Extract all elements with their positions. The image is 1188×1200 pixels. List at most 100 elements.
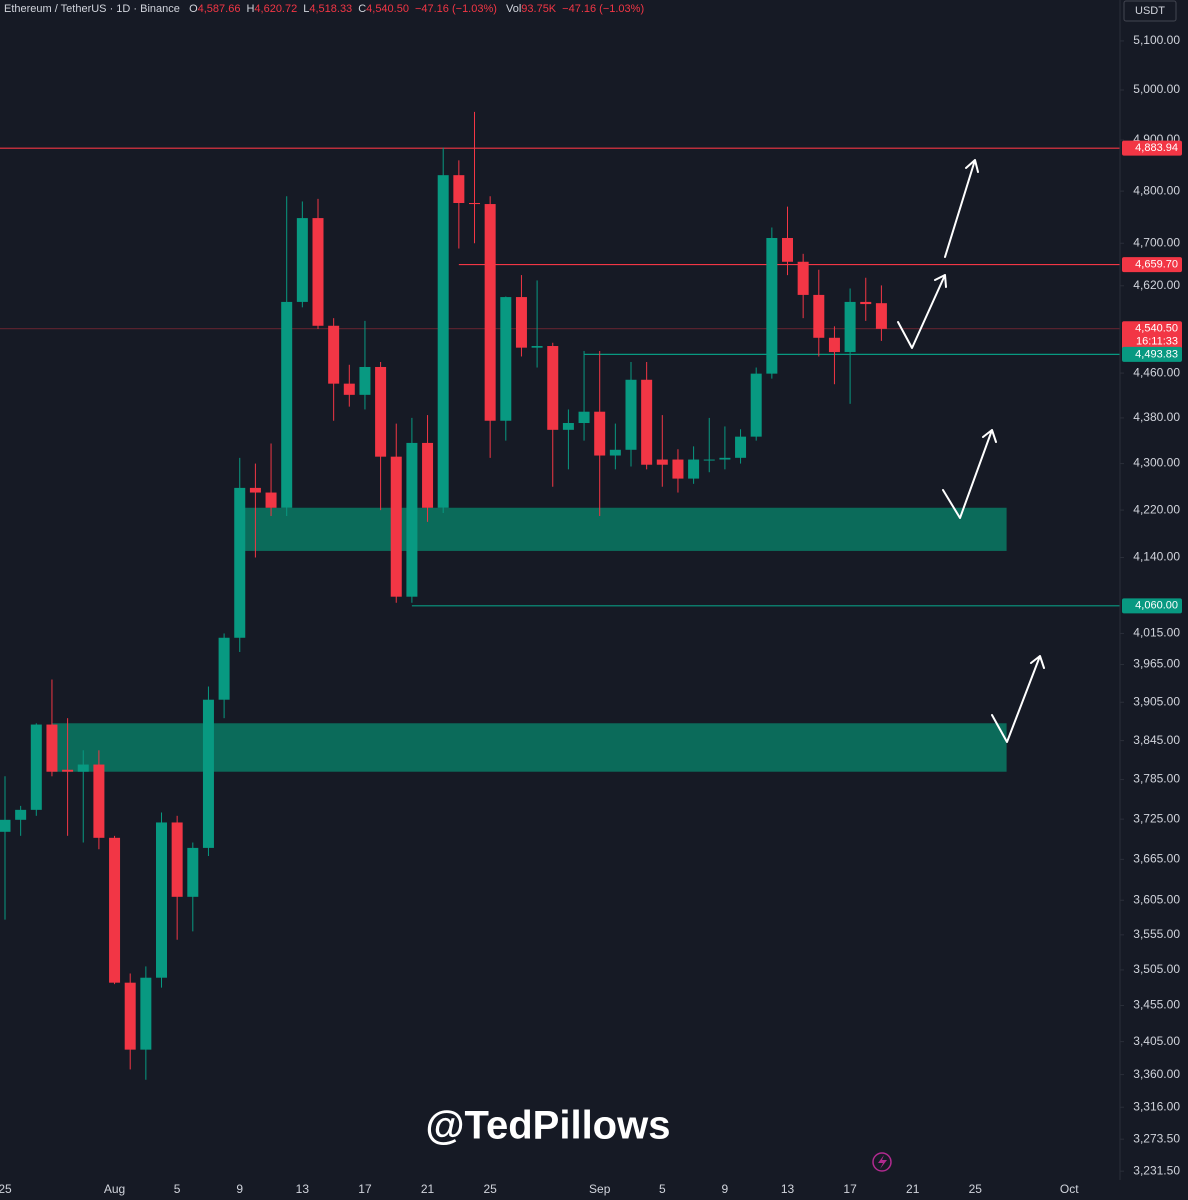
lightning <box>878 1155 887 1169</box>
candle-body <box>531 346 543 348</box>
y-tick-label: 4,620.00 <box>1133 278 1180 292</box>
candle-body <box>469 203 480 205</box>
candle-body <box>594 411 606 456</box>
candle-body <box>547 346 559 430</box>
candle-body <box>265 492 277 508</box>
candle-body <box>578 411 590 424</box>
y-tick-label: 4,460.00 <box>1133 365 1180 379</box>
price-tag <box>1122 321 1182 350</box>
x-tick-label: 21 <box>906 1182 920 1196</box>
candle-body <box>813 294 825 338</box>
x-tick-label: 25 <box>969 1182 983 1196</box>
candle-body <box>656 459 668 465</box>
x-tick-label: 9 <box>236 1182 243 1196</box>
candle-body <box>156 822 167 978</box>
candle-body <box>312 218 324 326</box>
candle-body <box>828 337 840 353</box>
candle-body <box>860 301 872 305</box>
candle-body <box>844 301 856 353</box>
x-tick-label: 25 <box>483 1182 497 1196</box>
y-tick-label: 4,800.00 <box>1133 183 1180 197</box>
candle-body <box>281 301 293 508</box>
y-tick-label: 3,555.00 <box>1133 927 1180 941</box>
candle-body <box>797 261 809 295</box>
candle-body <box>77 764 89 772</box>
candle-body <box>62 769 74 772</box>
candle-body <box>359 366 371 395</box>
price-tag-label: 4,883.94 <box>1135 142 1178 154</box>
support-zone <box>51 723 1007 772</box>
candle-body <box>187 847 199 897</box>
candle-body <box>0 819 11 832</box>
x-tick-label: 5 <box>659 1182 666 1196</box>
arrow <box>897 274 947 349</box>
candle-body <box>735 436 747 458</box>
y-tick-label: 3,273.50 <box>1133 1131 1180 1145</box>
arrow <box>944 159 979 258</box>
candle-body <box>390 456 402 597</box>
legend-header: Ethereum / TetherUS · 1D · Binance O4,58… <box>4 3 650 15</box>
candle-body <box>296 218 308 302</box>
ohlc-value: 4,540.50 <box>366 3 409 15</box>
price-tag-label: 4,659.70 <box>1135 258 1178 270</box>
candle-body <box>750 373 762 437</box>
volume: 93.75K <box>521 3 557 15</box>
countdown: 16:11:33 <box>1136 336 1178 348</box>
x-tick-label: 9 <box>722 1182 729 1196</box>
x-tick-label: 13 <box>296 1182 310 1196</box>
y-tick-label: 4,300.00 <box>1133 456 1180 470</box>
candle-body <box>719 457 731 460</box>
price-tag-label: 4,493.83 <box>1135 348 1178 360</box>
price-tag <box>1122 598 1182 614</box>
x-tick-label: 25 <box>0 1182 12 1196</box>
price-tag <box>1122 140 1182 156</box>
y-tick-label: 3,905.00 <box>1133 694 1180 708</box>
x-tick-label: 21 <box>421 1182 435 1196</box>
annotation-arrows <box>897 159 1045 743</box>
candle-body <box>375 366 387 457</box>
candle-body <box>688 459 700 479</box>
volume-change: −47.16 (−1.03%) <box>562 3 645 15</box>
candle-body <box>625 379 637 450</box>
price-tag-label: 4,540.50 <box>1135 323 1178 335</box>
y-tick-label: 3,316.00 <box>1133 1099 1180 1113</box>
candle-body <box>641 379 653 465</box>
currency-box <box>1123 0 1177 22</box>
x-tick-label: 5 <box>174 1182 181 1196</box>
candle-body <box>30 724 42 810</box>
ohlc-key: L <box>303 3 310 15</box>
y-tick-label: 4,015.00 <box>1133 626 1180 640</box>
candle-body <box>140 977 152 1050</box>
y-tick-label: 3,455.00 <box>1133 998 1180 1012</box>
y-tick-label: 4,380.00 <box>1133 410 1180 424</box>
candle-body <box>515 297 527 348</box>
candle-body <box>234 487 246 638</box>
arrow <box>991 655 1045 743</box>
ohlc-value: 4,518.33 <box>309 3 353 15</box>
y-tick-label: 3,231.50 <box>1133 1163 1180 1177</box>
y-tick-label: 4,220.00 <box>1133 502 1180 516</box>
volume-label: Vol <box>505 3 522 15</box>
x-tick-label: Oct <box>1060 1182 1079 1196</box>
candle-body <box>782 237 793 262</box>
price-tag <box>1122 257 1182 273</box>
candle-body <box>703 459 715 461</box>
candle-body <box>562 423 574 430</box>
y-tick-label: 5,000.00 <box>1133 82 1180 96</box>
x-tick-label: 17 <box>843 1182 857 1196</box>
candle-body <box>124 982 136 1050</box>
y-tick-label: 4,140.00 <box>1133 550 1180 564</box>
support-zone <box>239 507 1007 551</box>
x-tick-label: Aug <box>104 1182 125 1196</box>
x-tick-label: Sep <box>589 1182 611 1196</box>
replay-icon[interactable] <box>872 1152 892 1172</box>
candle-body <box>46 724 58 772</box>
candle-body <box>406 442 418 597</box>
candle-body <box>93 764 105 838</box>
ohlc-value: 4,587.66 <box>197 3 241 15</box>
candle-body <box>249 487 261 493</box>
candle-body <box>875 303 887 329</box>
watermark: @TedPillows <box>426 1104 671 1148</box>
